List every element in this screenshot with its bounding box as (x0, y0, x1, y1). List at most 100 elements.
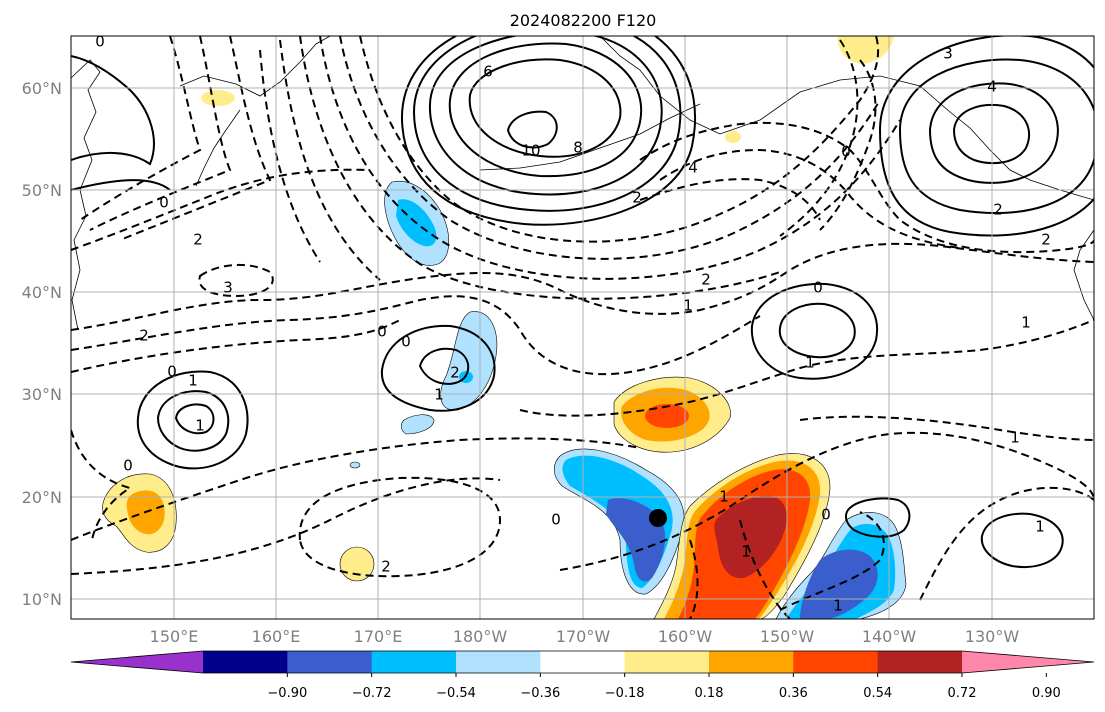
contour-dashed (71, 319, 401, 373)
lon-label: 150°E (150, 627, 199, 646)
contour-solid (980, 512, 1064, 568)
colorbar-tick-label: −0.36 (520, 686, 560, 701)
colorbar-tick-label: −0.72 (352, 686, 392, 701)
contour-label: 0 (841, 143, 851, 161)
shade-yellow-small-1 (201, 90, 235, 106)
colorbar-outline (70, 650, 1095, 674)
colorbar-segment (877, 651, 963, 673)
contour-solid (71, 55, 155, 166)
colorbar-segment (371, 651, 457, 673)
lat-label: 10°N (22, 590, 62, 609)
colorbar-extend-high (962, 651, 1094, 673)
shade-yellow-top (837, 36, 894, 64)
lon-label: 160°E (252, 627, 301, 646)
contour-dashed (299, 36, 781, 300)
contour-label: 0 (167, 363, 177, 381)
contour-solid (174, 403, 215, 435)
lat-label: 50°N (22, 181, 62, 200)
contour-solid (400, 36, 697, 226)
contour-label: 0 (123, 457, 133, 475)
lon-label: 170°E (354, 627, 403, 646)
contour-solid (71, 179, 171, 191)
contour-label: 2 (701, 271, 711, 289)
contour-dashed (799, 415, 1094, 441)
longitude-labels: 150°E 160°E 170°E 180°W 170°W 160°W 150°… (150, 627, 1020, 646)
contour-solid (380, 324, 496, 412)
contour-label: 1 (195, 417, 205, 435)
contour-dashed (119, 36, 272, 241)
colorbar-tick-label: −0.54 (436, 686, 476, 701)
coastlines (71, 36, 1094, 331)
contour-dashed (71, 168, 371, 251)
shaded-field (102, 36, 907, 619)
contour-dashed (739, 519, 791, 619)
contour-solid (468, 58, 622, 158)
contour-label: 1 (434, 386, 444, 404)
contour-label: 1 (833, 597, 843, 615)
lat-label: 30°N (22, 385, 62, 404)
map-frame (70, 35, 1095, 620)
colorbar-segment (709, 651, 794, 673)
contour-label: 0 (821, 506, 831, 524)
colorbar-tick-label: 0.18 (695, 686, 724, 701)
contour-dashed (198, 263, 274, 298)
contour-solid (952, 104, 1031, 165)
contour-solid (448, 42, 643, 178)
contour-label: 2 (450, 364, 460, 382)
colorbar-segment (456, 651, 541, 673)
shade-red-mid (645, 404, 689, 428)
colorbar-tick-label: −0.18 (605, 686, 645, 701)
lat-label: 20°N (22, 488, 62, 507)
contour-dashed (71, 242, 1094, 331)
contour-dashed-lines (71, 36, 1094, 619)
colorbar-segment (540, 651, 626, 673)
colorbar-extend-low (71, 651, 203, 673)
shade-darkred-big (714, 495, 787, 579)
coast-kamchatka (179, 36, 331, 97)
lon-label: 170°W (556, 627, 611, 646)
contour-solid (428, 36, 663, 196)
contour-dashed (71, 295, 761, 376)
contour-dashed (639, 121, 1094, 254)
contour-dashed (298, 476, 502, 578)
contour-label: 4 (688, 159, 698, 177)
contour-dashed (71, 477, 501, 575)
contour-label: 0 (401, 333, 411, 351)
contour-solid (418, 347, 470, 385)
contour-label: 1 (719, 488, 729, 506)
contour-label: 2 (139, 327, 149, 345)
contour-solid (156, 390, 230, 452)
coast-alaska (599, 36, 1094, 201)
contour-label: 1 (188, 372, 198, 390)
lon-label: 160°W (658, 627, 713, 646)
contour-label: 2 (193, 231, 203, 249)
contour-dashed (659, 148, 961, 249)
lat-label: 40°N (22, 283, 62, 302)
contour-dashed (71, 429, 133, 541)
contour-solid (928, 82, 1059, 184)
contour-solid (506, 110, 558, 149)
lat-label: 60°N (22, 79, 62, 98)
colorbar-segment (793, 651, 879, 673)
lon-label: 140°W (862, 627, 917, 646)
contour-dashed (79, 36, 202, 221)
contour-dashed (319, 36, 901, 280)
contour-dashed (519, 319, 1094, 417)
colorbar-tick-label: −0.90 (267, 686, 307, 701)
contour-dashed (89, 36, 232, 231)
contour-label: 0 (95, 33, 105, 51)
contour-dashed (259, 49, 321, 263)
contour-solid (845, 497, 911, 538)
coast-asia (71, 59, 101, 331)
contour-label: 1 (1035, 518, 1045, 536)
contour-solid (750, 282, 879, 380)
shade-yellow-small-2 (725, 131, 741, 143)
lon-label: 130°W (965, 627, 1020, 646)
shade-blue-6 (800, 549, 878, 619)
colorbar: −0.90 −0.72 −0.54 −0.36 −0.18 0.18 0.36 0.54 0.7… (70, 650, 1095, 701)
colorbar-segment (624, 651, 710, 673)
contour-dashed (779, 39, 859, 237)
lon-label: 150°W (760, 627, 815, 646)
contour-dashed (559, 431, 1094, 571)
contour-label: 1 (1010, 429, 1020, 447)
